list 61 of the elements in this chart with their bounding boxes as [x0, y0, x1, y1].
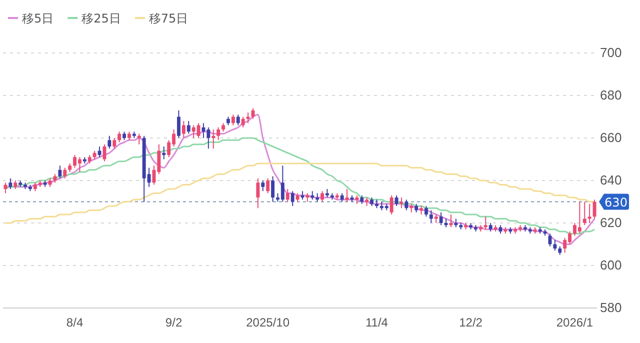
y-tick-label: 640	[600, 172, 622, 188]
x-tick-label: 2026/1	[556, 316, 594, 330]
candlestick	[439, 212, 443, 226]
legend-label: 移75日	[148, 12, 188, 26]
candlestick	[290, 190, 294, 206]
candlestick	[394, 194, 398, 206]
y-tick-label: 580	[600, 300, 622, 316]
candlestick	[137, 133, 141, 145]
legend-label: 移5日	[22, 12, 54, 26]
candlestick	[582, 201, 586, 226]
candlestick	[108, 135, 112, 150]
candlestick	[320, 190, 324, 202]
candlestick	[176, 110, 180, 138]
candlestick	[345, 188, 349, 202]
candlestick	[424, 206, 428, 218]
candlestick	[236, 114, 240, 126]
candlestick	[4, 182, 8, 194]
y-tick-label: 680	[600, 88, 622, 103]
x-tick-label: 12/2	[459, 316, 483, 330]
ref-line-label: 630	[604, 195, 628, 210]
candlestick	[63, 167, 67, 179]
candlestick	[261, 180, 265, 192]
candlestick	[251, 108, 255, 120]
candlestick	[182, 120, 186, 138]
candlestick	[400, 197, 404, 209]
candlestick	[246, 112, 250, 124]
candlestick	[449, 214, 453, 228]
candlestick	[102, 144, 106, 162]
candlestick	[162, 146, 166, 160]
x-tick-label: 8/4	[66, 316, 84, 330]
candlestick	[212, 129, 216, 150]
y-tick-label: 600	[600, 258, 622, 273]
candlestick	[553, 240, 557, 252]
y-tick-label: 620	[600, 215, 622, 230]
y-tick-label: 700	[600, 45, 622, 60]
candlestick	[592, 199, 596, 220]
candlestick	[118, 131, 122, 143]
candlestick	[548, 233, 552, 247]
line-series	[4, 162, 596, 224]
candlestick	[231, 114, 235, 126]
candlestick	[588, 203, 592, 224]
candlestick	[484, 216, 488, 230]
candlestick	[186, 120, 190, 134]
legend-label: 移25日	[82, 12, 121, 26]
x-tick-label: 9/2	[165, 316, 182, 330]
candlestick	[98, 146, 102, 158]
candlestick	[241, 116, 245, 128]
candlestick	[58, 165, 62, 179]
x-tick-label: 11/4	[365, 316, 388, 330]
candlestick	[286, 188, 290, 202]
candlestick	[8, 178, 12, 190]
candlestick	[390, 194, 394, 215]
candlestick	[256, 178, 260, 209]
candlestick	[429, 210, 433, 224]
candlestick	[216, 126, 220, 141]
candlestick	[404, 199, 408, 211]
candlestick	[266, 178, 270, 194]
x-tick-label: 2025/10	[246, 316, 290, 330]
y-tick-label: 660	[600, 130, 622, 146]
candlestick	[271, 176, 275, 202]
candlestick	[112, 138, 116, 150]
